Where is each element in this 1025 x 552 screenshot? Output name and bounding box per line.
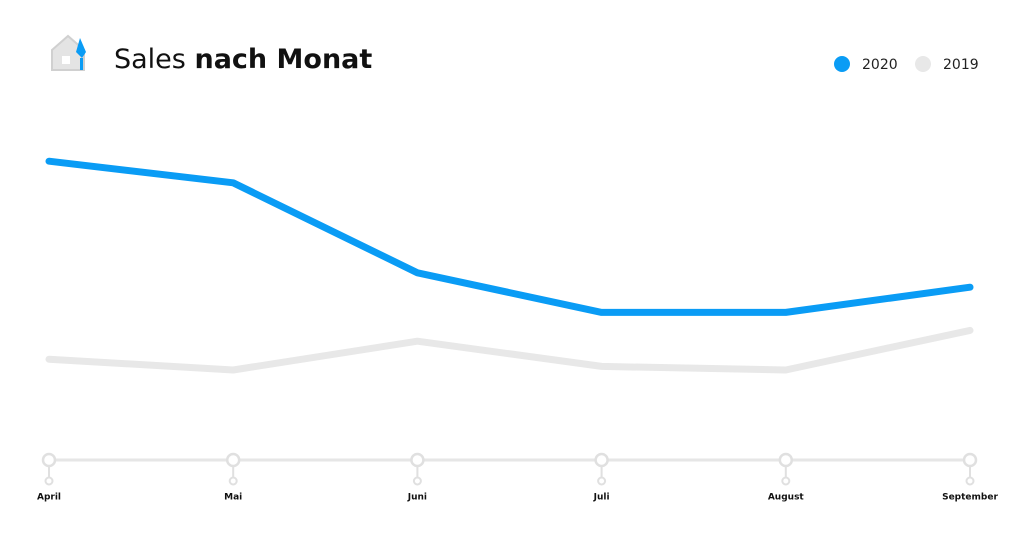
tick-node bbox=[225, 452, 241, 468]
logo-icon bbox=[51, 34, 86, 71]
x-tick-label: August bbox=[768, 493, 805, 503]
tick-node bbox=[41, 452, 57, 468]
x-tick-label: September bbox=[942, 493, 998, 503]
x-tick-label: Juni bbox=[407, 493, 427, 503]
series-line bbox=[45, 157, 974, 316]
x-tick-label: April bbox=[37, 493, 61, 503]
tick-node bbox=[594, 452, 609, 468]
legend-label: 2020 bbox=[862, 57, 898, 73]
tick-foot bbox=[44, 476, 54, 486]
x-tick-label: Mai bbox=[224, 493, 242, 503]
title-regular: Sales bbox=[114, 44, 186, 75]
tick-node bbox=[410, 452, 425, 468]
series-line bbox=[45, 326, 974, 374]
tick-foot bbox=[781, 476, 791, 486]
legend-swatch bbox=[834, 56, 850, 72]
x-tick-label: Juli bbox=[593, 493, 610, 503]
legend-swatch bbox=[915, 56, 931, 72]
tick-foot bbox=[412, 476, 422, 486]
tick-node bbox=[962, 452, 978, 468]
tick-foot bbox=[228, 476, 238, 486]
chart-title: Sales nach Monat bbox=[114, 44, 372, 75]
title-bold: nach Monat bbox=[194, 44, 372, 75]
tick-node bbox=[778, 452, 794, 468]
tick-foot bbox=[597, 476, 607, 486]
tick-foot bbox=[965, 476, 975, 486]
legend-label: 2019 bbox=[943, 57, 979, 73]
